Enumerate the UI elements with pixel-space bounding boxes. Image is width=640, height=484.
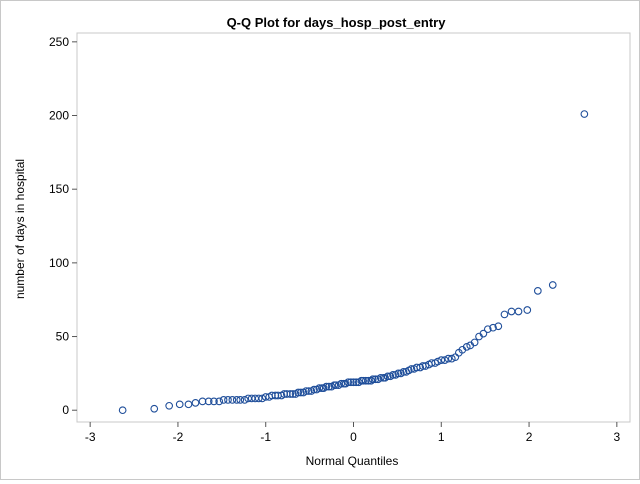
data-point bbox=[371, 375, 380, 384]
data-point bbox=[514, 307, 523, 316]
data-point bbox=[344, 378, 353, 387]
data-point bbox=[444, 354, 453, 363]
data-point bbox=[433, 357, 442, 366]
x-tick-label: 1 bbox=[438, 430, 445, 444]
data-point bbox=[219, 396, 228, 404]
data-point bbox=[368, 375, 377, 384]
x-tick-label: -1 bbox=[260, 430, 271, 444]
data-point bbox=[286, 390, 295, 398]
data-point bbox=[325, 382, 333, 391]
data-point bbox=[494, 322, 503, 331]
data-point bbox=[440, 356, 449, 364]
data-point bbox=[204, 397, 213, 406]
data-point bbox=[359, 376, 368, 385]
data-point bbox=[215, 397, 224, 406]
data-point bbox=[421, 362, 430, 370]
y-axis: 0 50 100 150 200 250 bbox=[49, 35, 77, 417]
data-point bbox=[184, 400, 193, 409]
data-point bbox=[500, 310, 509, 319]
data-point bbox=[394, 369, 403, 378]
data-point bbox=[367, 376, 375, 385]
data-point bbox=[507, 307, 516, 316]
data-point bbox=[175, 400, 184, 409]
x-axis: -3 -2 -1 0 1 2 3 bbox=[85, 422, 620, 444]
data-point bbox=[580, 110, 589, 118]
data-point bbox=[289, 390, 297, 398]
x-tick-label: 3 bbox=[613, 430, 620, 444]
data-points bbox=[118, 110, 589, 415]
data-point bbox=[315, 384, 324, 392]
y-tick-label: 200 bbox=[49, 109, 69, 123]
y-tick-label: 0 bbox=[62, 403, 69, 417]
plot-area bbox=[76, 32, 631, 423]
y-axis-label: number of days in hospital bbox=[13, 159, 27, 299]
data-point bbox=[462, 343, 471, 351]
data-point bbox=[310, 385, 318, 394]
data-point bbox=[322, 382, 331, 391]
data-point bbox=[389, 370, 397, 379]
data-point bbox=[479, 329, 488, 338]
data-point bbox=[483, 325, 492, 334]
x-tick-label: -2 bbox=[173, 430, 184, 444]
chart-title: Q-Q Plot for days_hosp_post_entry bbox=[227, 15, 447, 30]
data-point bbox=[304, 387, 313, 395]
data-point bbox=[254, 394, 263, 403]
data-point bbox=[332, 381, 340, 390]
data-point bbox=[296, 388, 305, 397]
data-point bbox=[118, 406, 127, 415]
data-point bbox=[210, 397, 218, 406]
x-axis-label: Normal Quantiles bbox=[306, 454, 399, 468]
data-point bbox=[349, 378, 358, 387]
x-tick-label: 2 bbox=[526, 430, 533, 444]
data-point bbox=[489, 323, 497, 332]
data-point bbox=[337, 379, 346, 388]
data-point bbox=[236, 396, 245, 404]
data-point bbox=[548, 281, 557, 289]
y-tick-label: 150 bbox=[49, 182, 69, 196]
data-point bbox=[470, 338, 479, 347]
data-point bbox=[258, 394, 267, 403]
y-tick-label: 250 bbox=[49, 35, 69, 49]
data-point bbox=[228, 396, 237, 404]
y-tick-label: 100 bbox=[49, 256, 69, 270]
data-point bbox=[364, 376, 373, 385]
data-point bbox=[232, 396, 241, 404]
data-point bbox=[191, 398, 200, 407]
data-point bbox=[447, 354, 456, 363]
x-tick-label: 0 bbox=[350, 430, 357, 444]
data-point bbox=[361, 376, 370, 385]
data-point bbox=[352, 378, 360, 387]
data-point bbox=[294, 388, 303, 397]
y-tick-label: 50 bbox=[56, 330, 70, 344]
data-point bbox=[407, 365, 416, 373]
data-point bbox=[523, 306, 532, 314]
data-point bbox=[383, 372, 392, 381]
data-point bbox=[376, 373, 385, 382]
data-point bbox=[437, 356, 446, 364]
data-point bbox=[302, 387, 310, 395]
data-point bbox=[224, 396, 232, 404]
data-point bbox=[150, 404, 159, 413]
data-point bbox=[399, 368, 408, 376]
x-tick-label: -3 bbox=[85, 430, 96, 444]
data-point bbox=[165, 401, 174, 410]
data-point bbox=[533, 287, 542, 295]
data-point bbox=[347, 378, 355, 387]
data-point bbox=[240, 396, 249, 404]
